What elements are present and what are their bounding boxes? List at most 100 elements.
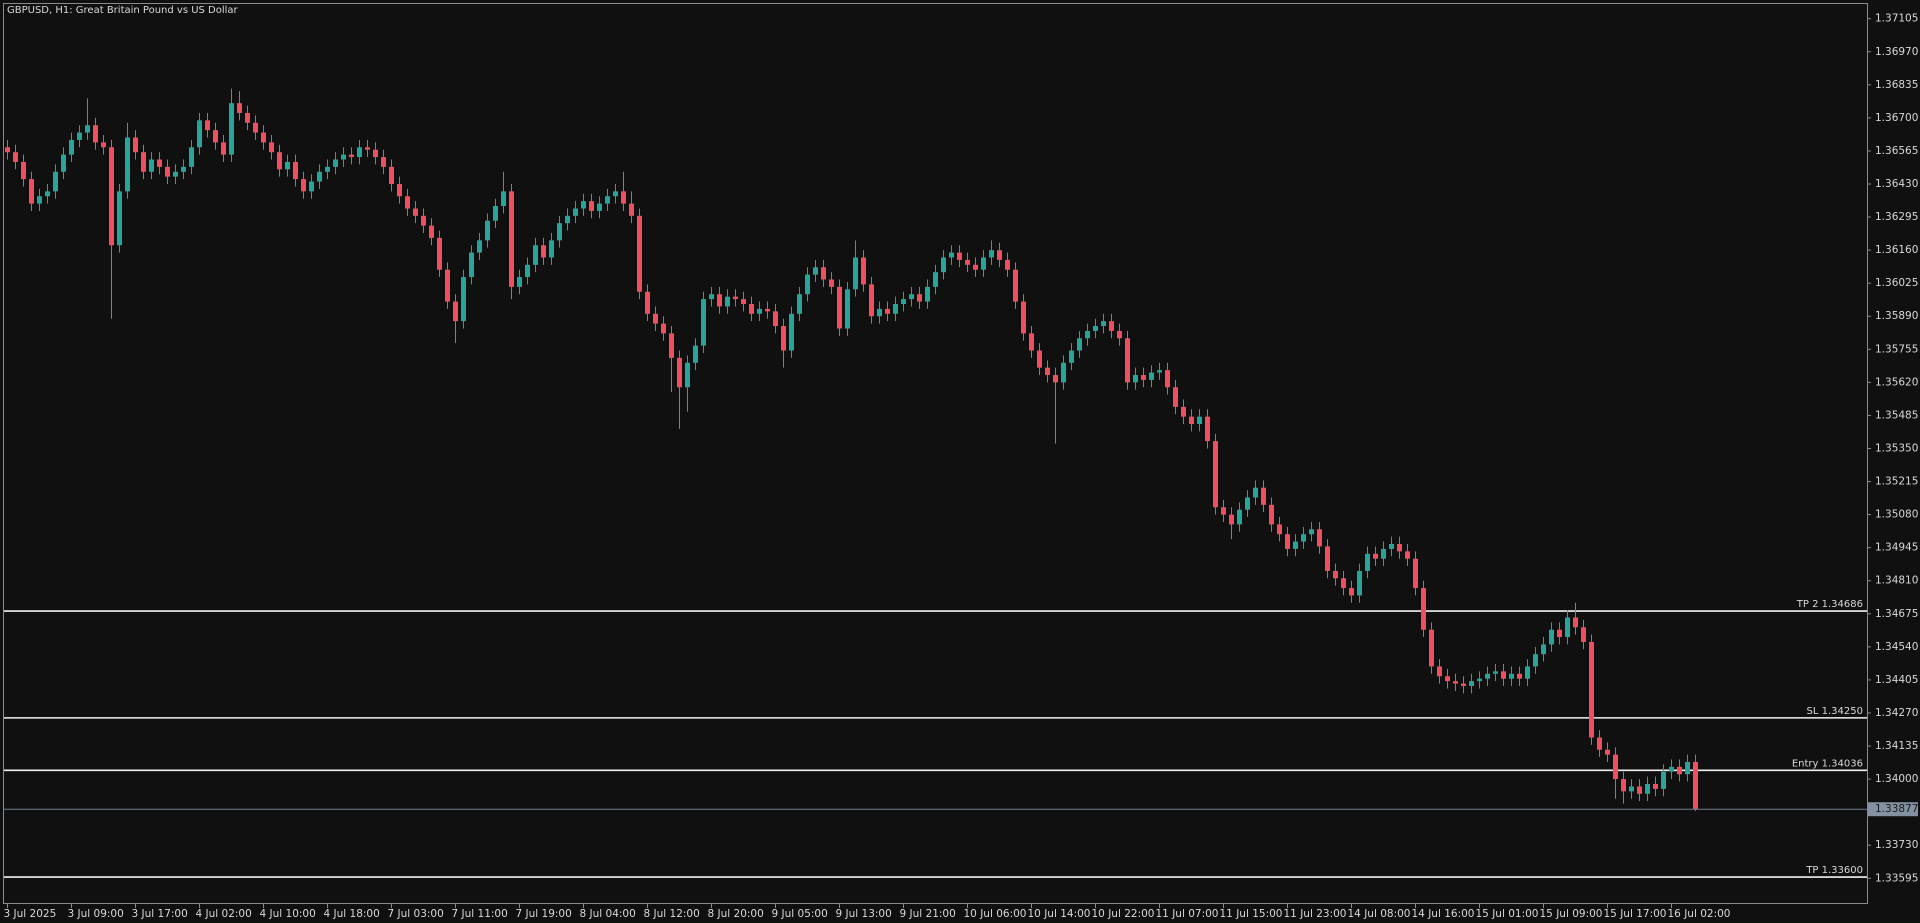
candle-body: [1253, 487, 1258, 498]
candle-body: [1093, 326, 1098, 331]
candle-body: [261, 132, 266, 143]
candle-body: [269, 142, 274, 153]
candle-body: [949, 252, 954, 258]
candle-body: [1237, 509, 1242, 525]
candle-body: [461, 277, 466, 322]
y-tick-label: 1.35620: [1875, 376, 1918, 388]
candle-body: [717, 294, 722, 307]
candle-body: [1325, 546, 1330, 571]
x-tick-label: 14 Jul 08:00: [1348, 908, 1411, 920]
candle-body: [1181, 406, 1186, 417]
candle-body: [277, 152, 282, 170]
candle-body: [1109, 321, 1114, 331]
candle-body: [701, 299, 706, 346]
candle-body: [485, 220, 490, 241]
candle-body: [1565, 617, 1570, 638]
x-tick-label: 9 Jul 05:00: [772, 908, 828, 920]
candle-body: [1245, 497, 1250, 510]
y-tick-label: 1.34675: [1875, 608, 1918, 620]
candle-body: [901, 299, 906, 304]
candle-body: [1029, 333, 1034, 351]
candle-body: [661, 323, 666, 334]
candle-body: [589, 201, 594, 211]
candle-body: [837, 286, 842, 329]
candle-body: [341, 154, 346, 160]
candle-body: [429, 225, 434, 238]
candle-body: [445, 269, 450, 302]
candle-body: [1229, 514, 1234, 525]
candle-body: [653, 313, 658, 324]
y-tick-label: 1.34945: [1875, 542, 1918, 554]
y-tick-label: 1.36430: [1875, 178, 1918, 190]
candle-body: [1221, 507, 1226, 515]
candle-body: [533, 245, 538, 265]
candle-body: [861, 257, 866, 285]
x-tick-label: 4 Jul 02:00: [196, 908, 252, 920]
candle-body: [109, 147, 114, 246]
candle-body: [1101, 321, 1106, 327]
candle-body: [1677, 766, 1682, 775]
candle-body: [1141, 375, 1146, 380]
y-tick-label: 1.36160: [1875, 244, 1918, 256]
y-tick-label: 1.34810: [1875, 575, 1918, 587]
candle-body: [45, 191, 50, 197]
candle-body: [477, 240, 482, 253]
candle-body: [1117, 330, 1122, 339]
candle-body: [1165, 370, 1170, 388]
x-tick-label: 15 Jul 09:00: [1540, 908, 1603, 920]
candle-body: [693, 345, 698, 363]
candle-body: [1549, 629, 1554, 645]
candle-body: [1269, 504, 1274, 525]
y-tick-label: 1.35485: [1875, 409, 1918, 421]
candle-body: [1669, 766, 1674, 772]
x-tick-label: 11 Jul 07:00: [1156, 908, 1219, 920]
candle-body: [629, 203, 634, 216]
candle-body: [749, 304, 754, 314]
candle-body: [173, 171, 178, 177]
candle-body: [621, 191, 626, 204]
x-tick-label: 7 Jul 19:00: [516, 908, 572, 920]
candle-body: [1197, 416, 1202, 424]
chart-title: GBPUSD, H1: Great Britain Pound vs US Do…: [7, 5, 239, 16]
candle-body: [789, 313, 794, 351]
last-price-label: 1.33877: [1875, 803, 1918, 815]
candle-body: [597, 203, 602, 211]
candle-body: [493, 206, 498, 221]
candle-body: [741, 299, 746, 304]
candle-body: [1589, 641, 1594, 738]
candle-body: [1341, 578, 1346, 589]
candle-body: [517, 277, 522, 287]
candle-body: [1485, 673, 1490, 679]
candle-body: [997, 250, 1002, 260]
candle-body: [893, 304, 898, 314]
candle-body: [1205, 416, 1210, 442]
candle-body: [229, 103, 234, 155]
candle-body: [1149, 372, 1154, 380]
candle-body: [5, 147, 10, 153]
candle-body: [1445, 676, 1450, 682]
candle-body: [1069, 350, 1074, 363]
x-tick-label: 11 Jul 15:00: [1220, 908, 1283, 920]
candle-body: [613, 191, 618, 197]
candle-body: [365, 147, 370, 150]
y-tick-label: 1.35350: [1875, 442, 1918, 454]
y-tick-label: 1.35890: [1875, 310, 1918, 322]
candle-body: [133, 137, 138, 153]
candle-body: [1597, 737, 1602, 750]
candle-body: [437, 237, 442, 270]
candle-body: [1517, 673, 1522, 679]
candle-body: [245, 112, 250, 123]
candle-body: [821, 267, 826, 280]
level-label: TP 2 1.34686: [1796, 599, 1863, 610]
candle-body: [1613, 754, 1618, 780]
candle-body: [1213, 441, 1218, 508]
candle-body: [957, 252, 962, 260]
candle-body: [373, 149, 378, 158]
x-tick-label: 15 Jul 01:00: [1476, 908, 1539, 920]
candle-body: [1125, 338, 1130, 383]
candle-body: [1637, 786, 1642, 794]
candle-body: [1085, 330, 1090, 339]
candle-body: [1021, 301, 1026, 334]
candle-body: [77, 132, 82, 140]
candle-body: [1005, 259, 1010, 270]
